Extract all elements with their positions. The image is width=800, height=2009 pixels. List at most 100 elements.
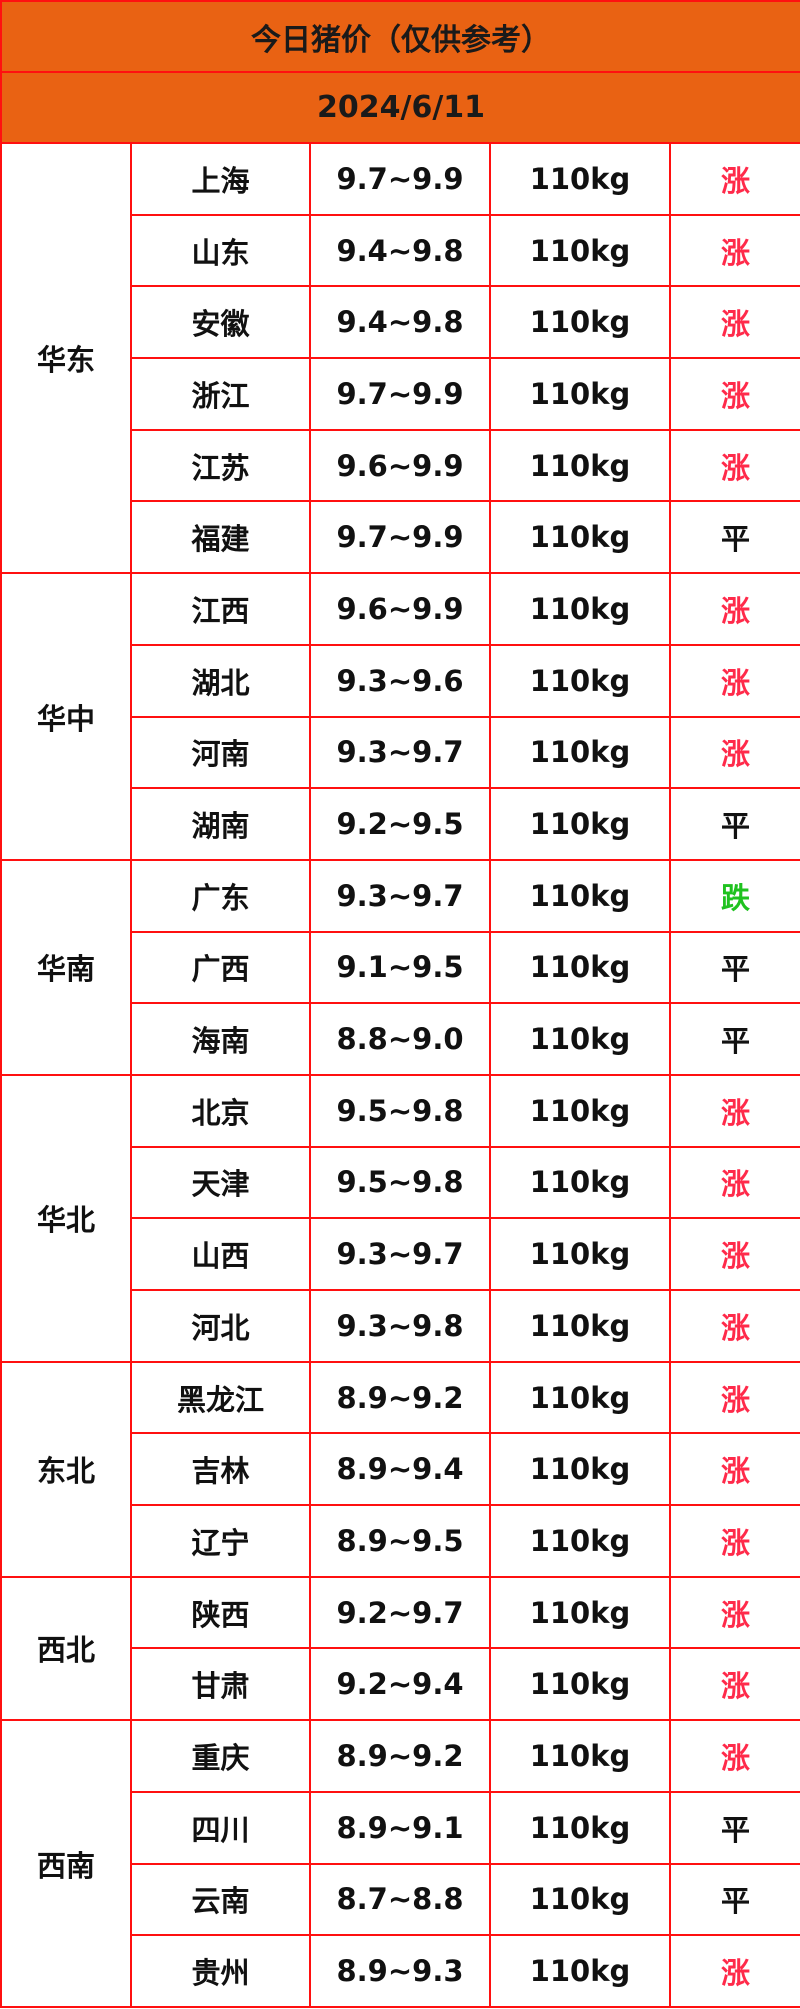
table-row: 西南 重庆 8.9~9.2 110kg 涨 [0, 1719, 800, 2008]
price-range: 8.9~9.2 [309, 1360, 491, 1435]
province: 广西 [130, 930, 311, 1005]
price-range: 9.6~9.9 [309, 428, 491, 503]
table-row: 海南 8.8~9.0 110kg 平 [1, 1002, 800, 1076]
price-range: 9.7~9.9 [309, 500, 491, 575]
region-name: 西北 [0, 1575, 132, 1722]
weight: 110kg [489, 643, 671, 718]
table-row: 华中 江西 9.6~9.9 110kg 涨 [0, 572, 800, 861]
price-range: 9.2~9.5 [309, 787, 491, 861]
province: 安徽 [130, 285, 311, 360]
trend: 跌 [668, 858, 800, 933]
weight: 110kg [489, 1790, 671, 1865]
region-name: 华东 [0, 141, 132, 575]
trend: 涨 [668, 1073, 800, 1148]
trend: 涨 [668, 572, 800, 646]
province: 河北 [130, 1289, 311, 1363]
table-row: 东北 黑龙江 8.9~9.2 110kg 涨 [0, 1360, 800, 1578]
price-range: 9.5~9.8 [309, 1073, 491, 1148]
region-name: 华南 [0, 858, 132, 1076]
province: 天津 [130, 1145, 311, 1220]
table-row: 河南 9.3~9.7 110kg 涨 [1, 715, 800, 790]
price-range: 9.6~9.9 [309, 572, 491, 646]
price-range: 9.5~9.8 [309, 1145, 491, 1220]
table-row: 华北 北京 9.5~9.8 110kg 涨 [0, 1073, 800, 1363]
trend: 涨 [668, 1145, 800, 1220]
table-row: 江苏 9.6~9.9 110kg 涨 [1, 428, 800, 503]
province: 江苏 [130, 428, 311, 503]
province: 重庆 [130, 1719, 311, 1793]
trend: 涨 [668, 1934, 800, 2008]
table-row: 广西 9.1~9.5 110kg 平 [1, 930, 800, 1005]
price-range: 8.9~9.1 [309, 1790, 491, 1865]
weight: 110kg [489, 1934, 671, 2008]
region-name: 东北 [0, 1360, 132, 1578]
price-range: 9.1~9.5 [309, 930, 491, 1005]
province: 福建 [130, 500, 311, 575]
price-range: 9.7~9.9 [309, 357, 491, 431]
trend: 平 [668, 930, 800, 1005]
table-row: 安徽 9.4~9.8 110kg 涨 [1, 285, 800, 360]
table-row: 云南 8.7~8.8 110kg 平 [1, 1862, 800, 1937]
price-range: 9.3~9.6 [309, 643, 491, 718]
table-row: 吉林 8.9~9.4 110kg 涨 [1, 1432, 800, 1507]
table-row: 四川 8.9~9.1 110kg 平 [1, 1790, 800, 1865]
price-range: 8.9~9.2 [309, 1719, 491, 1793]
trend: 涨 [668, 1647, 800, 1722]
price-range: 8.7~8.8 [309, 1862, 491, 1937]
province: 河南 [130, 715, 311, 790]
trend: 平 [668, 1002, 800, 1076]
price-range: 9.7~9.9 [309, 142, 491, 216]
weight: 110kg [489, 357, 671, 431]
trend: 涨 [668, 1575, 800, 1650]
weight: 110kg [489, 858, 671, 933]
weight: 110kg [489, 213, 671, 288]
weight: 110kg [489, 285, 671, 360]
price-range: 9.3~9.8 [309, 1289, 491, 1363]
province: 湖南 [130, 787, 311, 861]
trend: 涨 [668, 142, 800, 216]
weight: 110kg [489, 1719, 671, 1793]
trend: 涨 [668, 357, 800, 431]
trend: 平 [668, 787, 800, 861]
weight: 110kg [489, 1504, 671, 1578]
province: 辽宁 [130, 1504, 311, 1578]
trend: 涨 [668, 1504, 800, 1578]
price-range: 9.3~9.7 [309, 715, 491, 790]
price-range: 8.9~9.5 [309, 1504, 491, 1578]
table-row: 湖北 9.3~9.6 110kg 涨 [1, 643, 800, 718]
weight: 110kg [489, 1647, 671, 1722]
trend: 平 [668, 1862, 800, 1937]
price-range: 9.4~9.8 [309, 213, 491, 288]
weight: 110kg [489, 930, 671, 1005]
region-name: 华北 [0, 1073, 132, 1363]
province: 浙江 [130, 357, 311, 431]
price-range: 9.3~9.7 [309, 858, 491, 933]
province: 江西 [130, 572, 311, 646]
weight: 110kg [489, 1432, 671, 1507]
weight: 110kg [489, 1217, 671, 1291]
price-range: 8.9~9.3 [309, 1934, 491, 2008]
trend: 涨 [668, 1217, 800, 1291]
province: 海南 [130, 1002, 311, 1076]
weight: 110kg [489, 572, 671, 646]
trend: 平 [668, 500, 800, 575]
weight: 110kg [489, 1862, 671, 1937]
table-date: 2024/6/11 [0, 71, 800, 144]
trend: 涨 [668, 1432, 800, 1507]
province: 山东 [130, 213, 311, 288]
price-range: 9.3~9.7 [309, 1217, 491, 1291]
price-range: 9.2~9.7 [309, 1575, 491, 1650]
trend: 涨 [668, 643, 800, 718]
trend: 涨 [668, 1719, 800, 1793]
table-row: 山东 9.4~9.8 110kg 涨 [1, 213, 800, 288]
trend: 平 [668, 1790, 800, 1865]
table-row: 河北 9.3~9.8 110kg 涨 [1, 1289, 800, 1363]
province: 湖北 [130, 643, 311, 718]
weight: 110kg [489, 142, 671, 216]
trend: 涨 [668, 715, 800, 790]
price-range: 8.9~9.4 [309, 1432, 491, 1507]
province: 吉林 [130, 1432, 311, 1507]
province: 广东 [130, 858, 311, 933]
province: 贵州 [130, 1934, 311, 2008]
